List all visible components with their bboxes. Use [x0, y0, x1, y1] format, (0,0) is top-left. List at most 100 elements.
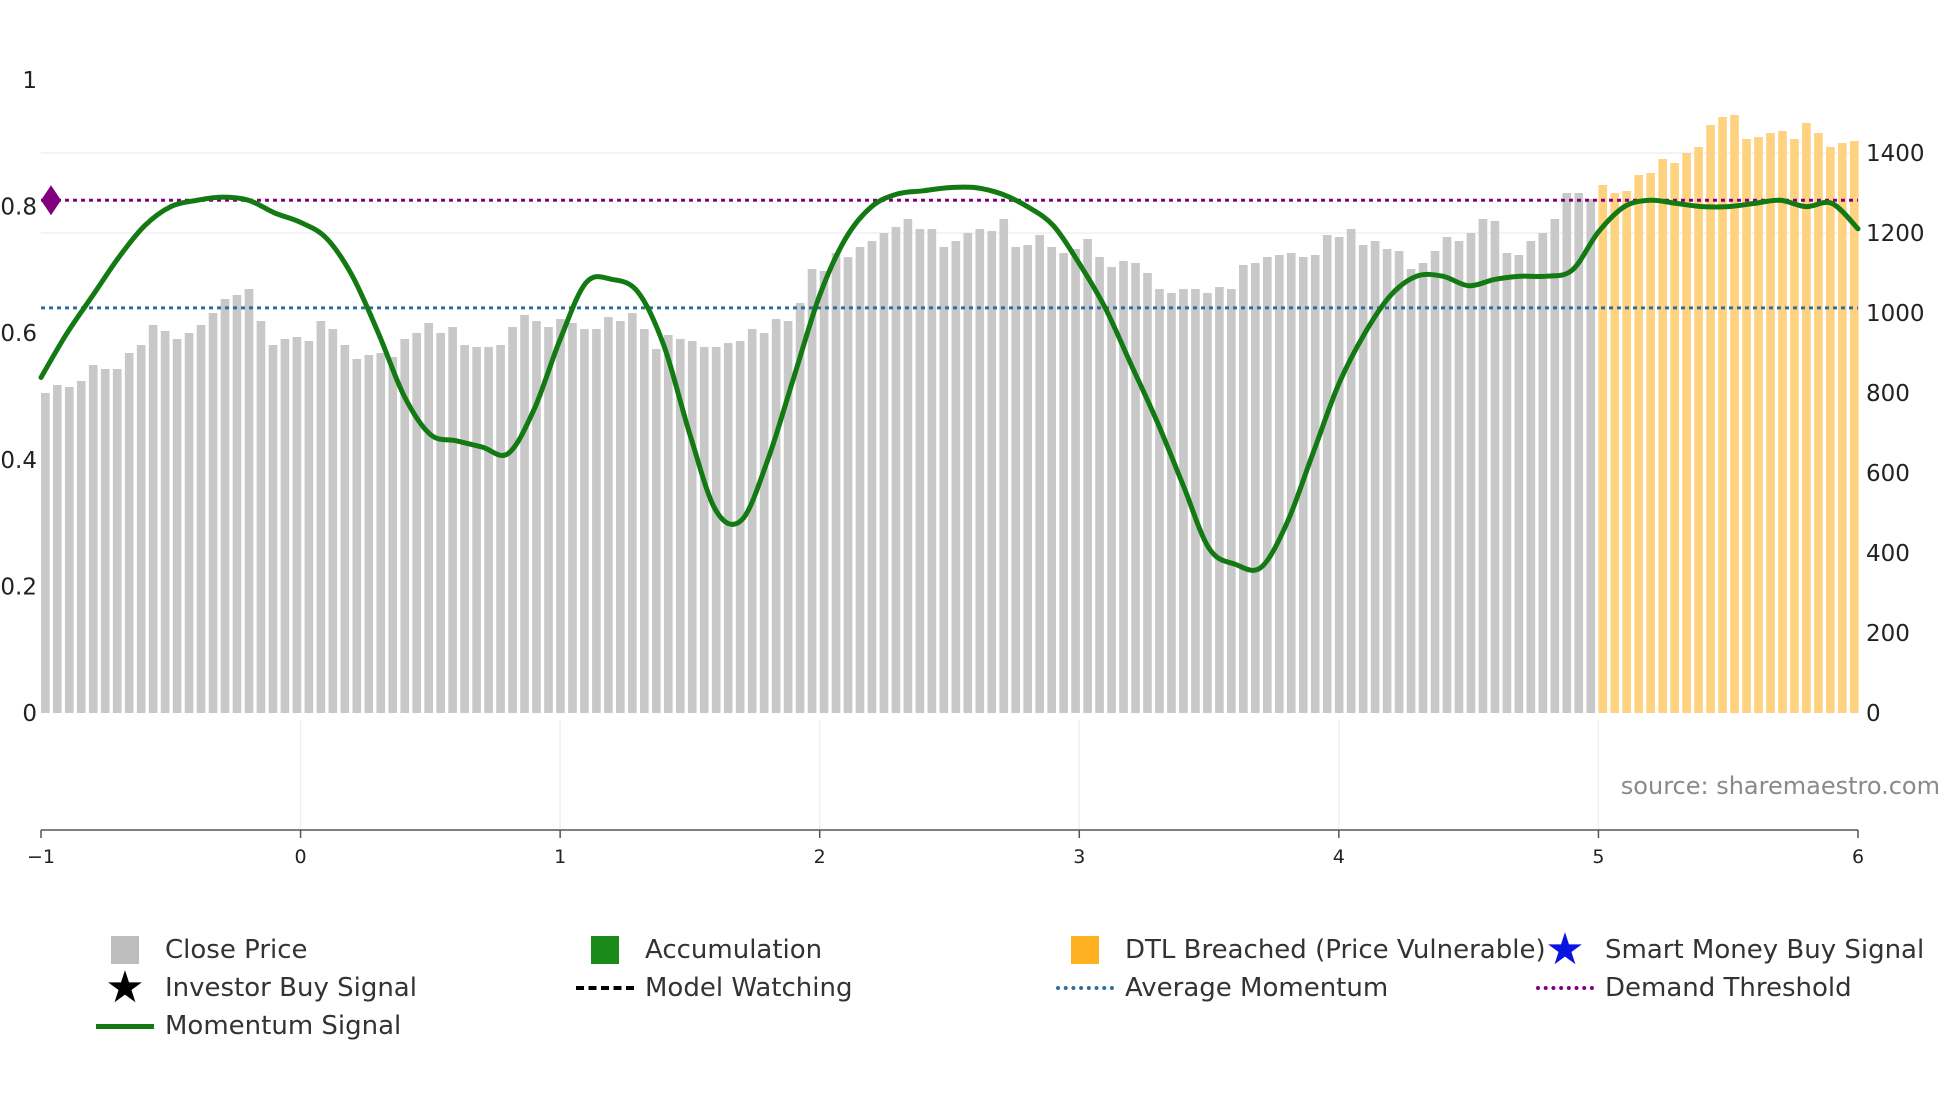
close-price-bar	[747, 329, 757, 713]
close-price-bar	[903, 219, 913, 713]
close-price-bar	[41, 393, 50, 713]
close-price-bar	[1035, 235, 1044, 713]
close-price-bar	[1826, 147, 1835, 713]
close-price-bar	[963, 233, 973, 713]
close-price-bar	[64, 387, 74, 713]
close-price-bar	[1670, 163, 1679, 713]
axis-ticks: 0 0.2 0.4 0.6 0.8 1 0 200 400 600 800 1000 1200 1400	[0, 68, 1924, 727]
close-price-bar	[675, 339, 685, 713]
left-tick-label: 0.8	[0, 195, 37, 221]
x-tick-label: 2	[814, 846, 826, 868]
close-price-bar	[1634, 175, 1644, 713]
close-price-bar	[280, 339, 290, 713]
close-price-bar	[268, 345, 278, 713]
close-price-bar	[124, 353, 134, 713]
x-tick-label: 5	[1592, 846, 1604, 868]
close-price-bar	[160, 331, 170, 713]
x-axis: −1 0 1 2 3 4 5 6	[27, 829, 1864, 868]
close-price-bar	[1274, 255, 1284, 713]
close-price-bar	[1143, 273, 1152, 713]
close-price-bar	[88, 365, 98, 713]
close-price-bar	[1286, 253, 1296, 713]
close-price-bar	[1023, 245, 1033, 713]
close-price-bar	[939, 247, 949, 713]
close-price-bar	[831, 253, 841, 713]
close-price-bar	[352, 359, 362, 713]
close-price-bar	[1083, 239, 1092, 713]
close-price-bar	[1490, 221, 1500, 713]
close-price-bar	[987, 231, 997, 713]
close-price-bar	[1610, 193, 1620, 713]
close-price-bar	[448, 327, 457, 713]
close-price-bar	[1442, 237, 1452, 713]
close-price-bar	[1179, 289, 1188, 713]
close-price-bar	[172, 339, 182, 713]
close-price-bar	[1514, 255, 1524, 713]
left-tick-label: 0	[22, 701, 37, 727]
close-price-bar	[1562, 193, 1572, 713]
close-price-bar	[915, 229, 925, 713]
close-price-bar	[628, 313, 637, 713]
signal-lines	[38, 184, 1861, 573]
x-tick-label: 6	[1852, 846, 1864, 868]
right-tick-label: 1400	[1866, 141, 1925, 167]
close-price-bar	[640, 329, 649, 713]
close-price-bar	[1478, 219, 1488, 713]
close-price-bar	[723, 343, 733, 713]
close-price-bar	[220, 299, 230, 713]
close-price-bar	[100, 369, 110, 713]
close-price-bar	[1251, 263, 1260, 713]
close-price-bar	[1682, 153, 1691, 713]
left-tick-label: 0.2	[0, 574, 37, 600]
close-price-bar	[891, 227, 901, 713]
close-price-bar	[208, 313, 218, 713]
close-price-bar	[951, 241, 961, 713]
close-price-bars	[41, 115, 1859, 713]
close-price-bar	[975, 229, 985, 713]
close-price-bar	[1694, 147, 1703, 713]
close-price-bar	[52, 385, 62, 713]
right-tick-label: 1000	[1866, 301, 1925, 327]
close-price-bar	[568, 323, 577, 713]
close-price-bar	[927, 229, 937, 713]
source-label: source: sharemaestro.com	[1621, 772, 1940, 800]
right-tick-label: 0	[1866, 701, 1881, 727]
right-tick-label: 800	[1866, 381, 1910, 407]
close-price-bar	[592, 329, 601, 713]
x-tick-label: −1	[27, 846, 55, 868]
close-price-bar	[1754, 137, 1763, 713]
close-price-bar	[711, 347, 721, 713]
close-price-bar	[1119, 261, 1128, 713]
close-price-bar	[316, 321, 326, 713]
close-price-bar	[771, 319, 781, 713]
close-price-bar	[1502, 253, 1512, 713]
close-price-bar	[1538, 233, 1548, 713]
close-price-bar	[388, 357, 398, 713]
close-price-bar	[1466, 233, 1476, 713]
close-price-bar	[1790, 139, 1799, 713]
close-price-bar	[1550, 219, 1560, 713]
close-price-bar	[1574, 193, 1584, 713]
close-price-bar	[1622, 191, 1632, 713]
close-price-bar	[508, 327, 517, 713]
close-price-bar	[1059, 253, 1068, 713]
close-price-bar	[544, 327, 553, 713]
close-price-bar	[1239, 265, 1248, 713]
close-price-bar	[807, 269, 817, 713]
close-price-bar	[1646, 173, 1655, 713]
close-price-bar	[843, 257, 853, 713]
close-price-bar	[340, 345, 350, 713]
right-tick-label: 1200	[1866, 221, 1925, 247]
close-price-bar	[136, 345, 146, 713]
close-price-bar	[1406, 269, 1416, 713]
left-tick-label: 0.4	[0, 448, 37, 474]
x-tick-label: 4	[1333, 846, 1345, 868]
close-price-bar	[292, 337, 302, 713]
close-price-bar	[663, 335, 673, 713]
close-price-bar	[1766, 133, 1775, 713]
close-price-bar	[400, 339, 410, 713]
close-price-bar	[376, 353, 386, 713]
left-tick-label: 0.6	[0, 321, 37, 347]
close-price-bar	[1454, 241, 1464, 713]
close-price-bar	[256, 321, 266, 713]
